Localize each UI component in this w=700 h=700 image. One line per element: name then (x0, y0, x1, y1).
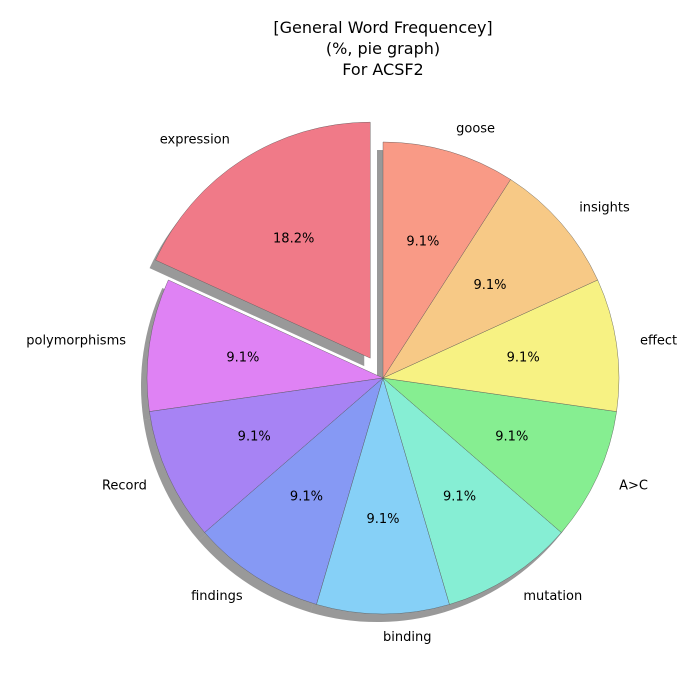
slice-percent-binding: 9.1% (366, 512, 399, 527)
pie-slice-a-c (382, 377, 617, 533)
slice-percent-expression: 18.2% (273, 232, 314, 247)
slice-label-a-c: A>C (619, 478, 648, 493)
slice-label-record: Record (102, 478, 147, 493)
slice-label-binding: binding (383, 630, 431, 645)
pie-slice-record (149, 377, 384, 533)
slice-label-mutation: mutation (523, 589, 582, 604)
pie-slice-goose (382, 141, 511, 379)
slice-percent-goose: 9.1% (406, 235, 439, 250)
pie-slice-insights (382, 179, 598, 379)
slice-percent-effect: 9.1% (507, 350, 540, 365)
slice-percent-mutation: 9.1% (443, 490, 476, 505)
pie-slice-binding (316, 377, 450, 615)
pie-slice-expression (155, 121, 371, 359)
chart-title: [General Word Frequencey] (%, pie graph)… (273, 18, 492, 79)
slice-percent-a-c: 9.1% (495, 429, 528, 444)
slice-label-polymorphisms: polymorphisms (26, 334, 126, 349)
pie-slice-polymorphisms (146, 279, 384, 412)
slice-label-effect: effect (640, 334, 677, 349)
slice-label-goose: goose (456, 121, 495, 136)
chart-title-line-3: For ACSF2 (342, 60, 423, 79)
chart-title-line-2: (%, pie graph) (326, 39, 440, 58)
pie-slice-mutation (382, 377, 562, 605)
slice-percent-findings: 9.1% (290, 490, 323, 505)
chart-title-line-1: [General Word Frequencey] (273, 18, 492, 37)
slice-percent-insights: 9.1% (473, 278, 506, 293)
slice-percent-record: 9.1% (238, 429, 271, 444)
slice-labels: 18.2% expression 9.1% polymorphisms 9.1% Reco… (26, 121, 677, 645)
slice-label-insights: insights (579, 201, 630, 216)
slice-label-expression: expression (160, 132, 230, 147)
slice-label-findings: findings (191, 589, 243, 604)
pie-slice-findings (204, 377, 384, 605)
pie-slice-effect (382, 279, 620, 412)
slice-percent-polymorphisms: 9.1% (226, 350, 259, 365)
pie-slices (146, 121, 620, 615)
